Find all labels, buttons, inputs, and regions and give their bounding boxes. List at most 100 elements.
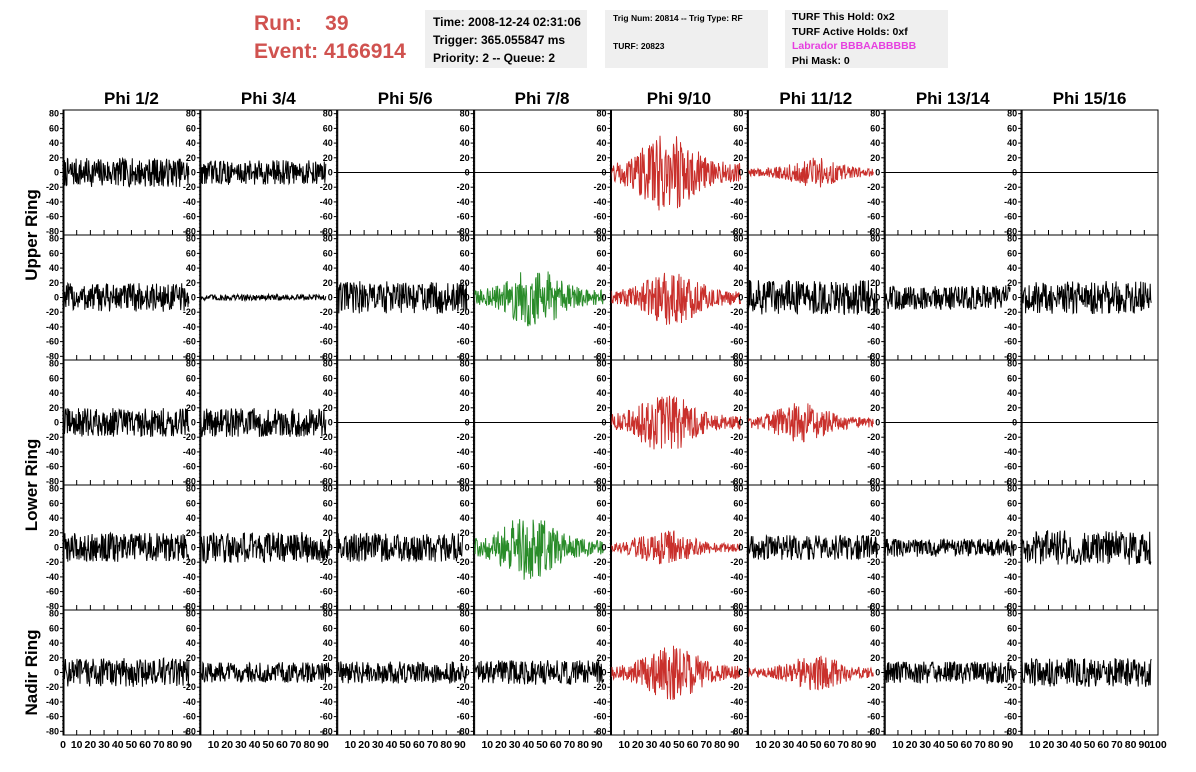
y-tick-label: -40	[46, 197, 59, 207]
y-tick-label: 80	[596, 609, 606, 619]
y-tick-label: -80	[593, 351, 606, 361]
x-tick-label: 80	[304, 739, 316, 751]
y-tick-label: 0	[601, 168, 606, 178]
y-tick-label: 0	[465, 293, 470, 303]
y-tick-label: -20	[730, 432, 743, 442]
y-tick-label: -40	[183, 697, 196, 707]
turf-this-hold: TURF This Hold: 0x2	[792, 11, 895, 23]
column-header: Phi 1/2	[104, 89, 159, 108]
y-tick-label: 80	[596, 484, 606, 494]
y-tick-label: 80	[733, 609, 743, 619]
y-tick-label: -80	[457, 726, 470, 736]
waveform-panel: -80 -60 -40 -20 0 20 40 60 80	[457, 609, 611, 736]
x-tick-label: 70	[153, 739, 165, 751]
y-tick-label: 80	[323, 484, 333, 494]
y-tick-label: 40	[733, 138, 743, 148]
x-tick-label: 80	[167, 739, 179, 751]
x-tick-label: 50	[673, 739, 685, 751]
y-tick-label: -80	[320, 726, 333, 736]
y-tick-label: -40	[1004, 197, 1017, 207]
y-tick-label: -80	[46, 226, 59, 236]
y-tick-label: -60	[320, 712, 333, 722]
y-tick-label: -20	[1004, 182, 1017, 192]
y-tick-label: 0	[465, 168, 470, 178]
y-tick-label: -60	[183, 462, 196, 472]
waveform-trace	[64, 531, 190, 563]
y-tick-label: 80	[460, 484, 470, 494]
y-tick-label: 40	[733, 388, 743, 398]
column-header: Phi 11/12	[779, 89, 852, 108]
y-tick-label: 20	[323, 153, 333, 163]
column-header: Phi 15/16	[1053, 89, 1127, 108]
y-tick-label: -80	[1004, 476, 1017, 486]
y-tick-label: 60	[186, 373, 196, 383]
y-tick-label: -60	[183, 587, 196, 597]
y-tick-label: -20	[320, 432, 333, 442]
y-tick-label: 20	[596, 653, 606, 663]
column-header: Phi 13/14	[916, 89, 990, 108]
turf-active-holds: TURF Active Holds: 0xf	[792, 25, 908, 38]
waveform-panel: -80 -60 -40 -20 0 20 40 60 80	[1004, 109, 1159, 236]
y-tick-label: -20	[730, 182, 743, 192]
y-tick-label: 60	[596, 248, 606, 258]
waveform-panel: -80 -60 -40 -20 0 20 40 60 80	[46, 359, 201, 486]
y-tick-label: -80	[593, 726, 606, 736]
y-tick-label: 60	[870, 623, 880, 633]
y-tick-label: -80	[593, 601, 606, 611]
y-tick-label: 40	[1007, 388, 1017, 398]
y-tick-label: -20	[457, 182, 470, 192]
y-tick-label: 60	[49, 123, 59, 133]
y-tick-label: -60	[593, 337, 606, 347]
y-tick-label: 20	[460, 528, 470, 538]
x-tick-label: 90	[1138, 739, 1150, 751]
waveform-panel: -80 -60 -40 -20 0 20 40 60 80	[730, 609, 885, 736]
y-tick-label: 20	[733, 278, 743, 288]
waveform-panel: -80 -60 -40 -20 0 20 40 60 80	[593, 109, 748, 236]
y-tick-label: 0	[54, 293, 59, 303]
x-tick-label: 20	[906, 739, 918, 751]
y-tick-label: 0	[54, 543, 59, 553]
y-tick-label: 0	[1012, 668, 1017, 678]
y-tick-label: 0	[465, 668, 470, 678]
y-tick-label: 40	[323, 138, 333, 148]
y-tick-label: -20	[183, 182, 196, 192]
y-tick-label: -60	[1004, 337, 1017, 347]
y-tick-label: -20	[1004, 307, 1017, 317]
waveform-trace	[64, 408, 190, 437]
y-tick-label: 60	[186, 498, 196, 508]
x-tick-label: 90	[591, 739, 603, 751]
y-tick-label: 40	[49, 638, 59, 648]
y-tick-label: 0	[191, 668, 196, 678]
y-tick-label: 60	[733, 498, 743, 508]
x-tick-label: 30	[1056, 739, 1068, 751]
waveform-trace	[200, 292, 327, 303]
y-tick-label: 40	[460, 638, 470, 648]
y-tick-label: -60	[730, 587, 743, 597]
y-tick-label: -20	[320, 182, 333, 192]
y-tick-label: 0	[328, 543, 333, 553]
y-tick-label: 80	[1007, 234, 1017, 244]
waveform-trace	[337, 661, 468, 684]
y-tick-label: -20	[593, 307, 606, 317]
x-tick-label: 40	[112, 739, 124, 751]
y-tick-label: 80	[186, 109, 196, 119]
waveform-panel: -80 -60 -40 -20 0 20 40 60 80	[730, 359, 885, 486]
y-tick-label: 80	[323, 234, 333, 244]
y-tick-label: -20	[593, 682, 606, 692]
y-tick-label: -20	[867, 307, 880, 317]
y-tick-label: -80	[867, 601, 880, 611]
x-tick-label: 70	[290, 739, 302, 751]
waveform-panel: -80 -60 -40 -20 0 20 40 60 80	[46, 109, 201, 236]
y-tick-label: 20	[323, 653, 333, 663]
waveform-panel: -80 -60 -40 -20 0 20 40 60 80	[867, 359, 1022, 486]
y-tick-label: 80	[323, 359, 333, 369]
y-tick-label: 0	[191, 293, 196, 303]
phi-mask: Phi Mask: 0	[792, 54, 850, 67]
x-tick-label: 80	[440, 739, 452, 751]
y-tick-label: 80	[49, 609, 59, 619]
y-tick-label: 20	[460, 153, 470, 163]
y-tick-label: 0	[601, 668, 606, 678]
y-tick-label: 40	[596, 388, 606, 398]
y-tick-label: 80	[870, 609, 880, 619]
y-tick-label: -40	[730, 197, 743, 207]
